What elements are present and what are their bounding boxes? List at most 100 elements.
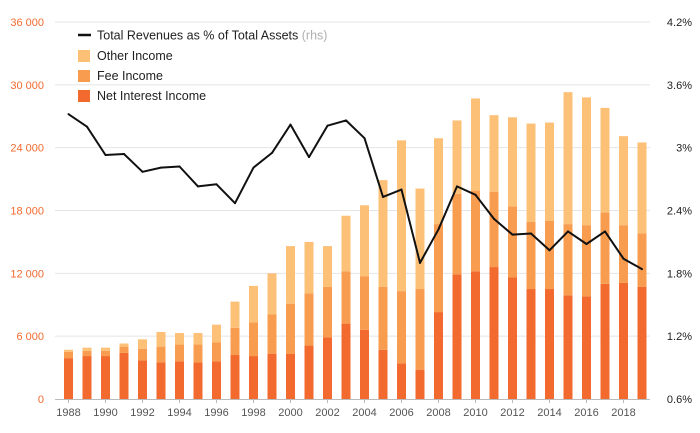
bar-net-interest-income-2006 [397, 363, 406, 399]
revenue-ratio-point-1994 [178, 165, 181, 168]
x-tick-label: 1994 [167, 407, 191, 419]
bar-fee-income-2001 [304, 293, 314, 346]
x-tick-label: 2018 [611, 407, 635, 419]
revenue-ratio-point-1998 [252, 166, 255, 169]
bar-net-interest-income-1995 [193, 362, 203, 399]
bar-net-interest-income-1998 [249, 356, 258, 399]
bar-other-income-1994 [175, 333, 184, 345]
bar-fee-income-2014 [545, 220, 554, 290]
revenue-ratio-point-2017 [604, 230, 606, 233]
legend-label-net-interest-income: Net Interest Income [97, 89, 206, 103]
legend-label-fee-income: Fee Income [97, 69, 163, 83]
bar-net-interest-income-1990 [101, 356, 110, 399]
revenue-ratio-point-2016 [585, 243, 588, 246]
revenue-ratio-point-2011 [493, 217, 495, 220]
revenue-ratio-point-2006 [400, 188, 403, 191]
legend-line-label: Total Revenues as % of Total Assets (rhs… [97, 29, 327, 43]
x-tick-label: 2014 [537, 407, 561, 419]
bar-net-interest-income-1992 [138, 360, 147, 399]
axes: 1988 1990 1992 1994 1996 1998 2000 2002 2004 2006… [10, 17, 692, 419]
x-tick-label: 1992 [130, 407, 154, 419]
bar-fee-income-2003 [341, 271, 351, 324]
y-right-tick-label: 0.6% [667, 394, 692, 406]
bar-other-income-2007 [415, 188, 425, 290]
bar-other-income-1990 [101, 347, 110, 351]
bar-fee-income-1997 [230, 327, 240, 356]
revenue-ratio-point-1995 [197, 185, 199, 188]
legend: Total Revenues as % of Total Assets (rhs… [78, 29, 327, 103]
bar-fee-income-1991 [119, 346, 129, 353]
bar-net-interest-income-1988 [64, 358, 73, 399]
bar-fee-income-2008 [434, 224, 443, 313]
revenue-ratio-point-2009 [456, 185, 458, 188]
revenue-ratio-point-1996 [215, 183, 218, 186]
revenue-ratio-point-1992 [141, 170, 144, 173]
revenue-ratio-point-2002 [326, 124, 329, 127]
bar-net-interest-income-2015 [563, 295, 573, 399]
bar-net-interest-income-2012 [508, 277, 517, 399]
bar-fee-income-1992 [138, 348, 147, 361]
revenue-ratio-point-2014 [548, 249, 551, 252]
bar-fee-income-1988 [64, 351, 73, 359]
x-tick-label: 1998 [241, 407, 265, 419]
x-tick-label: 2000 [278, 407, 302, 419]
bar-fee-income-2016 [582, 225, 591, 297]
bar-fee-income-2018 [619, 225, 628, 283]
bar-fee-income-1990 [101, 350, 110, 357]
revenue-ratio-point-2001 [308, 156, 310, 159]
bar-net-interest-income-2011 [489, 267, 499, 399]
bar-net-interest-income-2014 [545, 289, 554, 399]
bar-net-interest-income-2009 [452, 274, 462, 399]
bar-other-income-1992 [138, 339, 147, 349]
bar-net-interest-income-2004 [360, 329, 369, 399]
bar-other-income-2006 [397, 140, 406, 292]
bar-net-interest-income-2001 [304, 345, 314, 399]
bar-fee-income-2002 [323, 286, 332, 338]
y-right-tick-label: 4.2% [667, 17, 692, 29]
bar-net-interest-income-1994 [175, 361, 184, 399]
bar-net-interest-income-2008 [434, 312, 443, 399]
bar-fee-income-1995 [193, 344, 203, 363]
x-tick-label: 2012 [500, 407, 524, 419]
bar-fee-income-2017 [600, 212, 610, 284]
y-right-tick-label: 3% [676, 143, 692, 155]
revenue-ratio-point-1993 [160, 166, 162, 169]
legend-swatch-other-income [78, 50, 90, 62]
y-left-tick-label: 18 000 [10, 206, 44, 218]
revenue-ratio-point-2015 [567, 230, 569, 233]
revenue-ratio-point-2004 [363, 137, 366, 140]
y-right-tick-label: 1.2% [667, 331, 692, 343]
y-left-tick-label: 24 000 [10, 143, 44, 155]
bar-other-income-2012 [508, 117, 517, 207]
bar-net-interest-income-2000 [286, 353, 295, 399]
revenue-ratio-point-2019 [641, 268, 643, 271]
bar-fee-income-2013 [526, 222, 536, 290]
y-left-tick-label: 6 000 [16, 331, 44, 343]
bar-net-interest-income-1996 [212, 361, 221, 399]
revenue-ratio-point-2018 [622, 257, 625, 260]
revenue-ratio-point-2010 [474, 193, 477, 196]
bar-fee-income-2007 [415, 289, 425, 370]
revenue-ratio-point-2013 [530, 232, 532, 235]
bar-other-income-1988 [64, 349, 73, 352]
bar-other-income-2014 [545, 122, 554, 221]
bar-other-income-2013 [526, 123, 536, 223]
bar-net-interest-income-1999 [267, 353, 277, 399]
bar-other-income-1991 [119, 343, 129, 347]
bar-fee-income-2012 [508, 206, 517, 278]
bar-fee-income-1999 [267, 314, 277, 354]
bar-net-interest-income-1989 [82, 356, 92, 399]
bar-other-income-1993 [156, 331, 166, 347]
x-tick-label: 2002 [315, 407, 339, 419]
bar-net-interest-income-2019 [637, 286, 647, 399]
bar-other-income-2002 [323, 246, 332, 287]
bar-fee-income-2015 [563, 224, 573, 296]
revenue-ratio-point-2000 [289, 123, 292, 126]
revenue-ratio-point-1990 [104, 153, 107, 156]
bar-other-income-2008 [434, 138, 443, 225]
bar-net-interest-income-2016 [582, 296, 591, 399]
bar-fee-income-1994 [175, 344, 184, 362]
bar-net-interest-income-1997 [230, 355, 240, 399]
bar-other-income-2001 [304, 241, 314, 294]
bar-fee-income-2000 [286, 303, 295, 354]
